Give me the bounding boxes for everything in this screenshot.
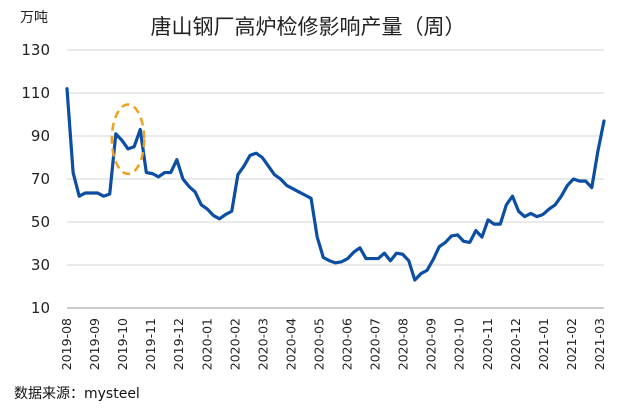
x-tick-label: 2020-12 (508, 318, 523, 370)
x-tick-label: 2020-09 (424, 318, 439, 370)
x-tick-label: 2020-11 (480, 318, 495, 370)
x-tick-label: 2019-12 (171, 318, 186, 370)
gridlines (67, 49, 604, 266)
x-tick-label: 2019-09 (87, 318, 102, 370)
x-tick-label: 2019-10 (115, 318, 130, 370)
annotation-layer (110, 103, 146, 176)
y-axis-unit: 万吨 (20, 10, 48, 26)
x-tick-label: 2020-06 (340, 318, 355, 370)
series-line (65, 87, 606, 282)
x-tick-labels: 2019-08 2019-09 2019-10 2019-11 2019-12 2020-… (59, 318, 607, 370)
x-tick-label: 2020-02 (227, 318, 242, 370)
x-tick-label: 2020-03 (255, 318, 270, 370)
x-tick-label: 2020-01 (199, 318, 214, 370)
y-tick-label: 130 (21, 41, 50, 59)
x-tick-label: 2020-05 (311, 318, 326, 370)
series-layer (65, 87, 606, 282)
x-tick-label: 2020-08 (396, 318, 411, 370)
y-tick-label: 90 (31, 127, 50, 145)
y-tick-label: 50 (31, 213, 50, 231)
x-tick-label: 2019-11 (143, 318, 158, 370)
y-tick-label: 70 (31, 170, 50, 188)
x-tick-label: 2020-10 (452, 318, 467, 370)
y-tick-label: 30 (31, 256, 50, 274)
y-tick-labels: 10 30 50 70 90 110 130 (21, 41, 50, 317)
x-tick-label: 2019-08 (59, 318, 74, 370)
x-tick-label: 2021-03 (592, 318, 607, 370)
highlight-ellipse (110, 103, 146, 176)
x-tick-label: 2021-01 (536, 318, 551, 370)
x-tick-label: 2020-07 (368, 318, 383, 370)
data-source-note: 数据来源：mysteel (14, 386, 140, 402)
y-tick-label: 10 (31, 299, 50, 317)
chart-title: 唐山钢厂高炉检修影响产量（周） (151, 15, 466, 39)
x-tick-label: 2020-04 (283, 318, 298, 370)
x-tick-label: 2021-02 (564, 318, 579, 370)
y-tick-label: 110 (21, 84, 50, 102)
